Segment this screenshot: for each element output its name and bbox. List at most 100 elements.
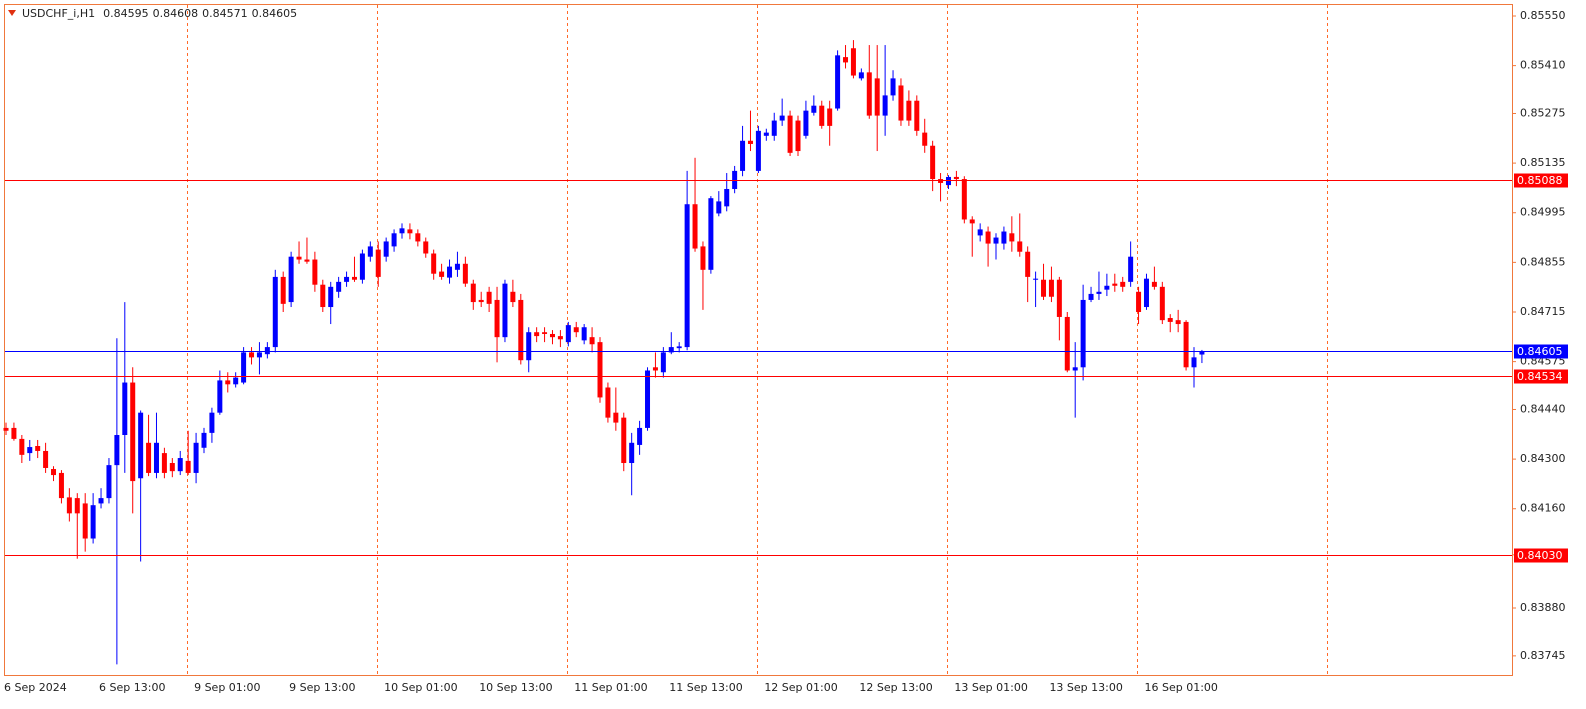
last-close: 0.84605 [252, 7, 298, 20]
candle-body [985, 231, 991, 244]
candle-body [241, 352, 247, 383]
y-tick-label: 0.85135 [1520, 156, 1566, 169]
x-tick-label: 6 Sep 2024 [4, 681, 67, 694]
candle-body [264, 347, 270, 355]
candle-body [336, 281, 342, 292]
candle-body [470, 283, 476, 303]
candle-body [312, 259, 318, 285]
plot-frame [4, 4, 1513, 676]
candle-body [993, 237, 999, 244]
candle-body [304, 259, 310, 262]
candle-body [795, 120, 801, 152]
candle-body [106, 465, 112, 499]
candle-body [462, 263, 468, 284]
candle-body [185, 460, 191, 473]
candle-body [755, 130, 761, 171]
candle-body [716, 201, 722, 214]
candle-body [747, 140, 753, 144]
candle-body [763, 132, 769, 136]
candle-body [573, 327, 579, 333]
candle-body [138, 412, 144, 479]
candle-body [1096, 291, 1102, 294]
candle-body [890, 78, 896, 96]
candle-body [953, 176, 959, 180]
candle-body [1151, 281, 1157, 287]
x-tick-label: 11 Sep 13:00 [669, 681, 742, 694]
candle-body [1088, 293, 1094, 300]
x-tick-label: 10 Sep 13:00 [479, 681, 552, 694]
candle-body [383, 241, 389, 257]
candle-body [922, 132, 928, 146]
candle-body [43, 450, 49, 468]
level-label: 0.85088 [1517, 174, 1563, 187]
candle-body [771, 120, 777, 136]
candle-body [1112, 283, 1118, 286]
candle-body [375, 249, 381, 277]
candle-body [637, 427, 643, 445]
candle-body [51, 469, 57, 476]
candle-body [58, 472, 64, 499]
candle-body [19, 438, 25, 455]
candle-body [1025, 251, 1031, 277]
candle-body [613, 412, 619, 423]
candle-body [233, 377, 239, 385]
y-tick-label: 0.84440 [1520, 402, 1566, 415]
candle-body [447, 266, 453, 278]
candle-body [280, 276, 286, 304]
y-tick-label: 0.83745 [1520, 649, 1566, 662]
candle-body [621, 417, 627, 464]
candle-body [1056, 279, 1062, 317]
candle-body [1128, 256, 1134, 282]
candle-body [518, 299, 524, 361]
candle-body [1175, 320, 1181, 325]
candle-body [407, 229, 413, 234]
level-box [1514, 548, 1568, 563]
candle-body [1041, 279, 1047, 297]
y-tick-label: 0.84995 [1520, 206, 1566, 219]
candle-body [740, 140, 746, 171]
candle-body [399, 228, 405, 234]
candle-body [82, 503, 88, 539]
candle-body [1136, 291, 1142, 312]
candle-body [803, 110, 809, 136]
candle-body [565, 325, 571, 343]
candle-body [668, 347, 674, 353]
candle-body [843, 57, 849, 63]
candle-body [454, 263, 460, 270]
candle-body [130, 382, 136, 482]
candle-body [502, 283, 508, 338]
candle-body [510, 291, 516, 303]
candle-body [296, 256, 302, 260]
candle-body [431, 253, 437, 274]
candle-body [732, 170, 738, 189]
candle-body [1048, 279, 1054, 297]
x-tick-label: 11 Sep 01:00 [574, 681, 647, 694]
candle-body [114, 435, 120, 466]
level-label: 0.84030 [1517, 549, 1563, 562]
candle-body [850, 48, 856, 76]
candle-body [605, 387, 611, 418]
candle-body [1199, 350, 1205, 355]
candle-body [35, 445, 41, 451]
candle-body [486, 291, 492, 304]
y-tick-label: 0.84855 [1520, 255, 1566, 268]
y-tick-label: 0.85550 [1520, 9, 1566, 22]
candle-body [90, 505, 96, 539]
candle-body [549, 333, 555, 338]
candle-body [1033, 278, 1039, 280]
candle-body [866, 72, 872, 116]
candle-body [1183, 321, 1189, 368]
candle-body [391, 233, 397, 247]
level-box [1514, 369, 1568, 384]
candle-body [882, 95, 888, 116]
level-label: 0.84534 [1517, 370, 1563, 383]
candle-body [1001, 231, 1007, 244]
candle-body [827, 108, 833, 126]
candle-body [969, 219, 975, 224]
candle-body [652, 367, 658, 371]
candle-body [977, 229, 983, 236]
candle-body [692, 204, 698, 249]
candle-body [930, 145, 936, 180]
candle-body [169, 463, 175, 472]
